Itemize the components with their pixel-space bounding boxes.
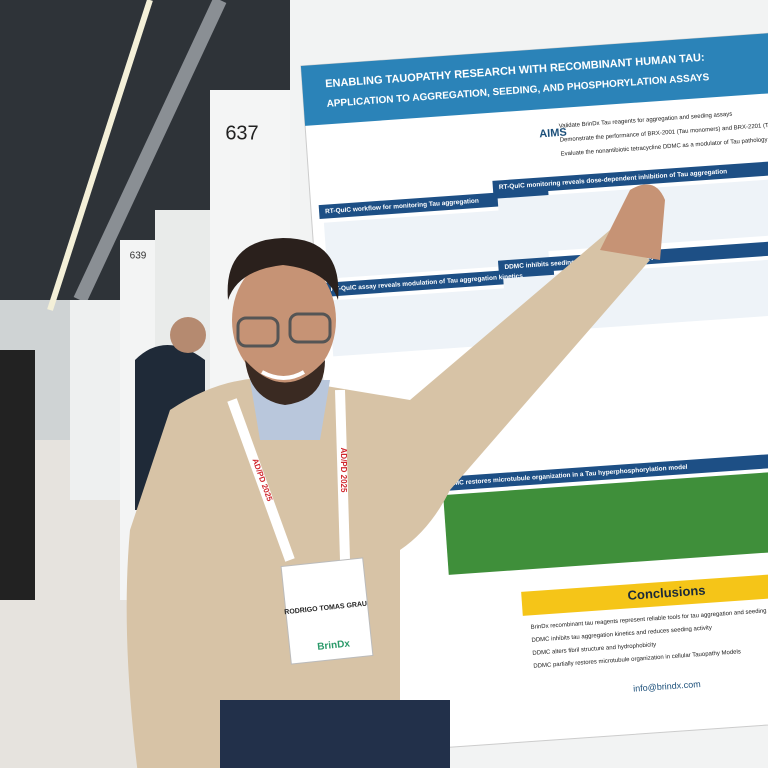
jeans <box>220 700 450 768</box>
face <box>232 256 336 384</box>
glasses <box>288 312 332 344</box>
section-header <box>324 266 555 297</box>
poster-header <box>300 33 768 126</box>
panel <box>70 300 120 500</box>
booth-number: 637 <box>225 122 258 144</box>
conclusions-header <box>521 571 768 616</box>
lanyard <box>335 389 350 561</box>
person-background <box>0 350 35 600</box>
contact: info@brindx.com <box>633 679 701 694</box>
badge <box>280 557 374 665</box>
section-header <box>318 189 550 220</box>
ceiling-light <box>47 0 153 311</box>
section-header <box>437 452 768 492</box>
section-header <box>492 160 768 195</box>
lanyard-text: AD/PD 2025 <box>339 448 348 493</box>
hair <box>227 238 339 300</box>
figure-panel <box>323 207 550 279</box>
lanyard <box>227 398 295 562</box>
hand <box>600 184 665 260</box>
glasses <box>236 316 280 348</box>
poster: ENABLING TAUOPATHY RESEARCH WITH RECOMBI… <box>300 32 768 755</box>
head-background <box>170 317 206 353</box>
duct <box>73 0 227 303</box>
figure-panel <box>443 470 768 575</box>
booth-number: 639 <box>130 251 147 262</box>
beard <box>245 360 325 405</box>
conclusions-title: Conclusions <box>627 582 706 602</box>
smile <box>261 370 306 380</box>
sweater <box>126 230 650 768</box>
aims-label: AIMS <box>539 127 567 141</box>
badge-company: BrinDx <box>317 638 351 652</box>
